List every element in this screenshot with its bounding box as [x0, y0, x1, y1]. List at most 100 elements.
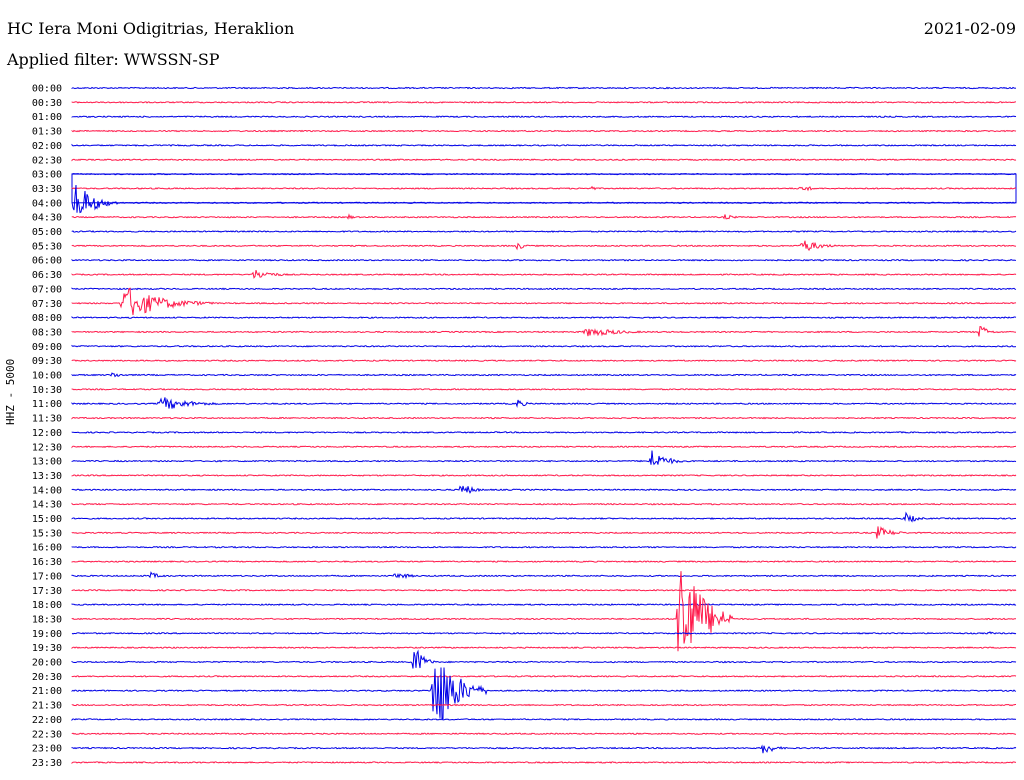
row-time-label: 22:00 — [32, 715, 62, 726]
trace-line — [71, 115, 1017, 119]
row-time-label: 04:00 — [32, 198, 62, 209]
trace-line — [71, 649, 1017, 669]
row-time-label: 10:00 — [32, 371, 62, 382]
row-time-label: 00:00 — [32, 84, 62, 95]
trace-line — [71, 269, 1017, 279]
row-time-label: 11:30 — [32, 414, 62, 425]
row-time-label: 21:30 — [32, 701, 62, 712]
trace-line — [71, 143, 1017, 147]
trace-line — [71, 571, 1017, 580]
trace-line — [71, 184, 1017, 214]
trace-line — [71, 185, 1017, 192]
trace-line — [71, 129, 1017, 133]
trace-line — [71, 172, 1017, 176]
row-time-label: 05:30 — [32, 241, 62, 252]
row-time-label: 13:30 — [32, 471, 62, 482]
row-time-label: 08:00 — [32, 313, 62, 324]
row-time-label: 15:30 — [32, 528, 62, 539]
row-time-label: 06:30 — [32, 270, 62, 281]
row-time-label: 17:00 — [32, 571, 62, 582]
row-time-label: 12:30 — [32, 442, 62, 453]
trace-line — [71, 101, 1016, 104]
row-time-label: 10:30 — [32, 385, 62, 396]
row-time-label: 04:30 — [32, 213, 62, 224]
row-time-label: 01:00 — [32, 112, 62, 123]
trace-line — [71, 344, 1017, 348]
row-time-label: 16:00 — [32, 543, 62, 554]
trace-line — [71, 416, 1017, 420]
row-time-label: 14:00 — [32, 485, 62, 496]
row-time-label: 15:00 — [32, 514, 62, 525]
row-time-label: 05:00 — [32, 227, 62, 238]
trace-line — [71, 603, 1017, 606]
trace-line — [71, 511, 1017, 523]
trace-line — [71, 646, 1017, 649]
trace-line — [71, 431, 1017, 434]
row-time-label: 03:30 — [32, 184, 62, 195]
row-time-label: 02:00 — [32, 141, 62, 152]
row-time-label: 19:30 — [32, 643, 62, 654]
trace-line — [71, 287, 1017, 316]
trace-line — [71, 213, 1017, 220]
row-time-label: 12:00 — [32, 428, 62, 439]
trace-line — [71, 718, 1017, 722]
trace-line — [71, 502, 1017, 506]
row-time-label: 16:30 — [32, 557, 62, 568]
trace-line — [71, 485, 1017, 494]
station-title: HC Iera Moni Odigitrias, Heraklion — [7, 19, 295, 38]
row-time-label: 03:00 — [32, 170, 62, 181]
row-time-label: 07:00 — [32, 284, 62, 295]
trace-line — [71, 571, 1017, 652]
row-time-label: 23:00 — [32, 744, 62, 755]
trace-line — [71, 230, 1017, 233]
trace-line — [71, 359, 1017, 362]
row-time-label: 20:00 — [32, 658, 62, 669]
row-time-label: 14:30 — [32, 500, 62, 511]
trace-line — [71, 761, 1017, 765]
row-time-label: 23:30 — [32, 758, 62, 769]
trace-line — [71, 372, 1017, 378]
row-time-label: 19:00 — [32, 629, 62, 640]
trace-line — [71, 560, 1017, 563]
row-time-label: 17:30 — [32, 586, 62, 597]
trace-line — [71, 316, 1017, 319]
trace-line — [71, 287, 1017, 291]
trace-line — [71, 744, 1017, 754]
trace-line — [71, 326, 1017, 337]
trace-line — [71, 158, 1017, 162]
row-time-label: 00:30 — [32, 98, 62, 109]
trace-line — [71, 675, 1017, 678]
row-time-label: 02:30 — [32, 155, 62, 166]
trace-line — [71, 240, 1017, 252]
date-label: 2021-02-09 — [923, 19, 1016, 38]
row-time-label: 07:30 — [32, 299, 62, 310]
trace-line — [71, 732, 1017, 736]
trace-line — [71, 474, 1017, 477]
trace-line — [71, 631, 1017, 635]
trace-line — [71, 388, 1017, 391]
row-time-label: 18:30 — [32, 614, 62, 625]
trace-line — [71, 397, 1017, 409]
trace-line — [71, 545, 1017, 549]
trace-line — [71, 588, 1017, 592]
filter-label: Applied filter: WWSSN-SP — [7, 50, 220, 69]
row-time-label: 08:30 — [32, 327, 62, 338]
trace-line — [71, 667, 1017, 720]
trace-line — [71, 703, 1016, 707]
row-time-label: 22:30 — [32, 729, 62, 740]
row-time-label: 21:00 — [32, 686, 62, 697]
trace-line — [71, 526, 1017, 539]
row-time-label: 06:00 — [32, 256, 62, 267]
row-time-label: 18:00 — [32, 600, 62, 611]
trace-line — [71, 86, 1017, 90]
trace-line — [71, 258, 1017, 262]
row-time-label: 09:30 — [32, 356, 62, 367]
row-time-label: 01:30 — [32, 127, 62, 138]
row-time-label: 09:00 — [32, 342, 62, 353]
row-time-label: 13:00 — [32, 457, 62, 468]
row-time-label: 20:30 — [32, 672, 62, 683]
row-time-label: 11:00 — [32, 399, 62, 410]
trace-line — [71, 445, 1017, 449]
trace-line — [71, 450, 1017, 466]
